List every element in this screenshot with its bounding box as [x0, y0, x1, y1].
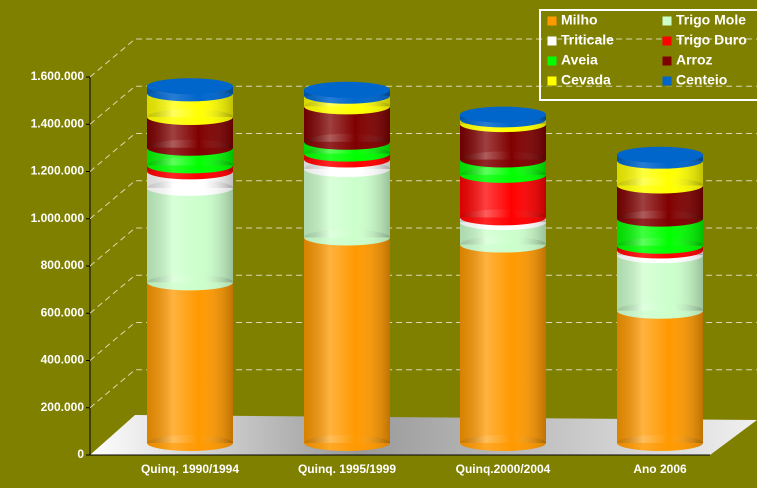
- segment-base-shade: [147, 435, 233, 451]
- grid-line: [89, 180, 757, 220]
- segment-shade: [617, 310, 703, 443]
- legend-label: Centeio: [676, 72, 727, 88]
- legend-swatch: [661, 55, 673, 67]
- grid-line: [89, 133, 757, 172]
- legend-label: Aveia: [561, 52, 598, 68]
- legend-swatch: [661, 15, 673, 27]
- segment-base-shade: [460, 435, 546, 451]
- segment-base-shade: [460, 236, 546, 253]
- segment-base-shade: [460, 209, 546, 226]
- x-tick-label: Ano 2006: [633, 462, 687, 476]
- grid-line: [89, 227, 757, 267]
- segment-base-shade: [304, 229, 390, 246]
- x-tick-label: Quinq.2000/2004: [456, 462, 551, 476]
- segment-base-shade: [147, 274, 233, 291]
- segment-shade: [147, 282, 233, 443]
- segment-base-shade: [147, 179, 233, 196]
- legend-box: [539, 9, 757, 101]
- x-tick-label: Quinq. 1990/1994: [141, 462, 239, 476]
- legend-label: Triticale: [561, 32, 614, 48]
- legend-swatch: [661, 35, 673, 47]
- segment-shade: [617, 255, 703, 311]
- legend-swatch: [546, 55, 558, 67]
- x-tick-label: Quinq. 1995/1999: [298, 462, 396, 476]
- y-tick-label: 1.400.000: [31, 116, 85, 130]
- bar-top: [147, 78, 233, 95]
- segment-base-shade: [617, 210, 703, 227]
- y-tick-label: 1.200.000: [31, 164, 85, 178]
- segment-shade: [304, 237, 390, 443]
- segment-base-shade: [304, 145, 390, 162]
- legend-label: Trigo Mole: [676, 12, 746, 28]
- legend-swatch: [546, 35, 558, 47]
- legend-swatch: [546, 15, 558, 27]
- legend-label: Milho: [561, 12, 598, 28]
- grid-line: [89, 38, 757, 78]
- segment-shade: [460, 244, 546, 443]
- y-tick-label: 600.000: [41, 305, 85, 319]
- floor: [90, 415, 757, 455]
- y-tick-label: 800.000: [41, 258, 85, 272]
- segment-base-shade: [617, 237, 703, 254]
- y-tick-label: 1.600.000: [31, 69, 85, 83]
- segment-shade: [147, 187, 233, 283]
- segment-base-shade: [617, 302, 703, 319]
- legend-label: Arroz: [676, 52, 713, 68]
- segment-base-shade: [147, 108, 233, 125]
- segment-base-shade: [147, 157, 233, 174]
- y-tick-label: 200.000: [41, 400, 85, 414]
- segment-base-shade: [460, 151, 546, 168]
- legend-swatch: [661, 75, 673, 87]
- grid-line: [89, 274, 757, 314]
- bar-top: [460, 106, 546, 123]
- segment-shade: [304, 168, 390, 238]
- legend-label: Trigo Duro: [676, 32, 747, 48]
- legend-swatch: [546, 75, 558, 87]
- bar-top: [304, 81, 390, 98]
- segment-base-shade: [460, 166, 546, 183]
- y-tick-label: 400.000: [41, 353, 85, 367]
- segment-base-shade: [147, 139, 233, 156]
- y-tick-label: 0: [77, 447, 84, 461]
- grid-line: [89, 369, 757, 409]
- segment-base-shade: [304, 133, 390, 150]
- y-tick-label: 1.000.000: [31, 211, 85, 225]
- legend-label: Cevada: [561, 72, 611, 88]
- grid-line: [89, 322, 757, 361]
- bar-top: [617, 146, 703, 163]
- segment-base-shade: [617, 177, 703, 194]
- segment-base-shade: [617, 435, 703, 451]
- segment-base-shade: [304, 435, 390, 451]
